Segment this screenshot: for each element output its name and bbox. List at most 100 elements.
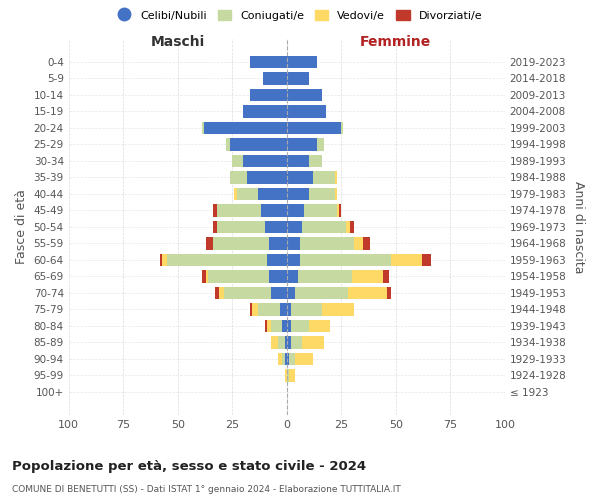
Bar xyxy=(232,154,243,167)
Bar xyxy=(206,270,208,282)
Bar xyxy=(284,352,287,365)
Bar xyxy=(339,204,341,216)
Bar xyxy=(341,122,343,134)
Bar xyxy=(295,286,348,299)
Bar xyxy=(295,352,313,365)
Bar xyxy=(260,204,287,216)
Bar xyxy=(269,270,287,282)
Bar xyxy=(302,220,346,233)
Legend: Celibi/Nubili, Coniugati/e, Vedovi/e, Divorziati/e: Celibi/Nubili, Coniugati/e, Vedovi/e, Di… xyxy=(113,6,487,25)
Bar xyxy=(235,188,236,200)
Bar xyxy=(160,254,163,266)
Bar xyxy=(271,336,278,348)
Bar xyxy=(204,122,287,134)
Bar xyxy=(202,122,204,134)
Bar xyxy=(271,320,283,332)
Bar xyxy=(287,320,291,332)
Bar xyxy=(284,336,287,348)
Bar xyxy=(313,171,335,183)
Bar xyxy=(287,154,308,167)
Bar xyxy=(287,122,341,134)
Bar xyxy=(308,188,335,200)
Bar xyxy=(226,138,230,150)
Bar xyxy=(271,286,287,299)
Bar xyxy=(243,154,287,167)
Bar xyxy=(247,171,287,183)
Bar xyxy=(287,138,317,150)
Bar xyxy=(287,237,300,250)
Bar xyxy=(250,303,252,316)
Bar xyxy=(287,188,308,200)
Bar xyxy=(265,320,267,332)
Bar xyxy=(163,254,167,266)
Bar xyxy=(287,220,302,233)
Bar xyxy=(208,270,269,282)
Bar xyxy=(202,270,206,282)
Bar xyxy=(265,220,287,233)
Text: Femmine: Femmine xyxy=(360,35,431,49)
Bar xyxy=(252,303,259,316)
Bar xyxy=(346,220,350,233)
Bar xyxy=(212,204,217,216)
Bar xyxy=(230,171,247,183)
Bar xyxy=(287,171,313,183)
Y-axis label: Anni di nascita: Anni di nascita xyxy=(572,180,585,273)
Bar xyxy=(335,171,337,183)
Bar xyxy=(352,270,383,282)
Bar xyxy=(259,188,287,200)
Bar xyxy=(308,154,322,167)
Bar xyxy=(300,237,355,250)
Bar xyxy=(267,254,287,266)
Text: Popolazione per età, sesso e stato civile - 2024: Popolazione per età, sesso e stato civil… xyxy=(12,460,366,473)
Bar xyxy=(363,237,370,250)
Bar xyxy=(269,237,287,250)
Bar xyxy=(243,106,287,118)
Bar xyxy=(278,352,283,365)
Bar xyxy=(167,254,267,266)
Bar xyxy=(206,237,212,250)
Bar xyxy=(263,72,287,85)
Bar xyxy=(236,188,259,200)
Text: COMUNE DI BENETUTTI (SS) - Dati ISTAT 1° gennaio 2024 - Elaborazione TUTTITALIA.: COMUNE DI BENETUTTI (SS) - Dati ISTAT 1°… xyxy=(12,485,401,494)
Bar xyxy=(335,188,337,200)
Bar xyxy=(287,254,300,266)
Text: Maschi: Maschi xyxy=(151,35,205,49)
Bar xyxy=(304,204,337,216)
Bar xyxy=(291,320,308,332)
Bar xyxy=(322,303,355,316)
Bar xyxy=(284,369,287,382)
Bar xyxy=(391,254,422,266)
Bar xyxy=(259,303,280,316)
Bar xyxy=(287,336,291,348)
Bar xyxy=(219,286,224,299)
Bar xyxy=(230,138,287,150)
Bar xyxy=(287,89,322,101)
Bar xyxy=(283,352,284,365)
Bar xyxy=(287,352,289,365)
Bar xyxy=(250,56,287,68)
Bar xyxy=(383,270,389,282)
Bar xyxy=(302,336,324,348)
Bar xyxy=(337,204,339,216)
Bar xyxy=(215,286,219,299)
Bar xyxy=(287,204,304,216)
Bar xyxy=(289,352,295,365)
Bar xyxy=(348,286,387,299)
Bar xyxy=(298,270,352,282)
Bar xyxy=(422,254,431,266)
Bar xyxy=(287,286,295,299)
Bar xyxy=(289,369,295,382)
Bar xyxy=(283,320,287,332)
Bar xyxy=(217,204,260,216)
Bar xyxy=(250,89,287,101)
Bar xyxy=(350,220,355,233)
Bar xyxy=(287,270,298,282)
Bar xyxy=(287,56,317,68)
Bar xyxy=(300,254,391,266)
Bar xyxy=(291,336,302,348)
Bar xyxy=(308,320,331,332)
Bar xyxy=(287,106,326,118)
Bar xyxy=(317,138,324,150)
Bar xyxy=(287,72,308,85)
Bar xyxy=(291,303,322,316)
